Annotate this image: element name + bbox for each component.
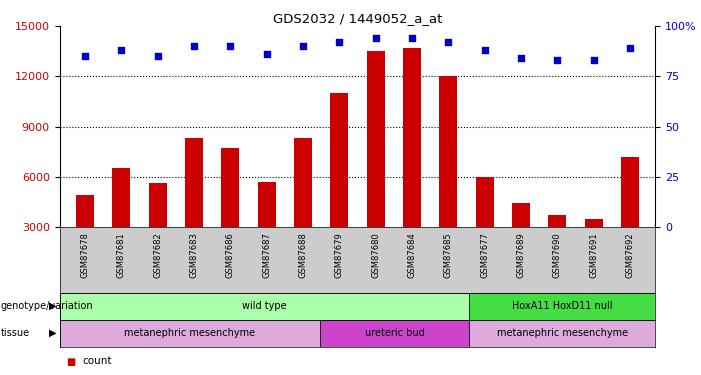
Bar bbox=[294, 138, 312, 227]
Point bbox=[334, 39, 345, 45]
Text: GSM87678: GSM87678 bbox=[81, 232, 90, 278]
Text: ■: ■ bbox=[67, 357, 76, 366]
Text: GSM87685: GSM87685 bbox=[444, 232, 453, 278]
Text: GSM87679: GSM87679 bbox=[335, 232, 344, 278]
Text: GSM87690: GSM87690 bbox=[553, 232, 562, 278]
Text: metanephric mesenchyme: metanephric mesenchyme bbox=[124, 328, 255, 338]
Text: tissue: tissue bbox=[1, 328, 30, 338]
Bar bbox=[440, 76, 458, 227]
Text: GSM87684: GSM87684 bbox=[407, 232, 416, 278]
Point bbox=[370, 35, 381, 41]
Point bbox=[479, 47, 490, 53]
Point bbox=[588, 57, 599, 63]
Text: GSM87692: GSM87692 bbox=[625, 232, 634, 278]
Point bbox=[625, 45, 636, 51]
Bar bbox=[469, 292, 655, 320]
Point bbox=[297, 44, 308, 50]
Text: genotype/variation: genotype/variation bbox=[1, 301, 93, 311]
Point bbox=[261, 51, 272, 57]
Title: GDS2032 / 1449052_a_at: GDS2032 / 1449052_a_at bbox=[273, 12, 442, 25]
Text: GSM87677: GSM87677 bbox=[480, 232, 489, 278]
Bar bbox=[367, 51, 385, 227]
Text: ▶: ▶ bbox=[48, 328, 56, 338]
Text: ▶: ▶ bbox=[48, 301, 56, 311]
Text: GSM87688: GSM87688 bbox=[299, 232, 308, 278]
Point bbox=[189, 44, 200, 50]
Bar bbox=[76, 195, 94, 227]
Bar bbox=[403, 48, 421, 227]
Text: metanephric mesenchyme: metanephric mesenchyme bbox=[497, 328, 628, 338]
Text: GSM87682: GSM87682 bbox=[154, 232, 162, 278]
Text: GSM87686: GSM87686 bbox=[226, 232, 235, 278]
Text: HoxA11 HoxD11 null: HoxA11 HoxD11 null bbox=[512, 301, 613, 311]
Text: ureteric bud: ureteric bud bbox=[365, 328, 425, 338]
Text: count: count bbox=[82, 357, 111, 366]
Point bbox=[79, 53, 90, 59]
Point bbox=[515, 56, 526, 62]
Bar bbox=[112, 168, 130, 227]
Bar bbox=[149, 183, 167, 227]
Bar bbox=[185, 138, 203, 227]
Bar bbox=[585, 219, 603, 227]
Point bbox=[407, 35, 418, 41]
Bar bbox=[60, 320, 320, 346]
Bar bbox=[330, 93, 348, 227]
Bar bbox=[548, 215, 566, 227]
Text: GSM87680: GSM87680 bbox=[371, 232, 380, 278]
Bar bbox=[222, 148, 240, 227]
Point bbox=[152, 53, 163, 59]
Text: GSM87681: GSM87681 bbox=[117, 232, 126, 278]
Point bbox=[225, 44, 236, 50]
Bar bbox=[512, 204, 530, 227]
Bar bbox=[621, 157, 639, 227]
Point bbox=[443, 39, 454, 45]
Bar bbox=[320, 320, 469, 346]
Bar bbox=[60, 292, 469, 320]
Point bbox=[552, 57, 563, 63]
Text: GSM87691: GSM87691 bbox=[589, 232, 598, 278]
Text: GSM87689: GSM87689 bbox=[517, 232, 526, 278]
Bar bbox=[475, 177, 494, 227]
Bar bbox=[257, 182, 275, 227]
Text: GSM87687: GSM87687 bbox=[262, 232, 271, 278]
Bar bbox=[469, 320, 655, 346]
Point bbox=[116, 47, 127, 53]
Text: wild type: wild type bbox=[242, 301, 287, 311]
Text: GSM87683: GSM87683 bbox=[189, 232, 198, 278]
